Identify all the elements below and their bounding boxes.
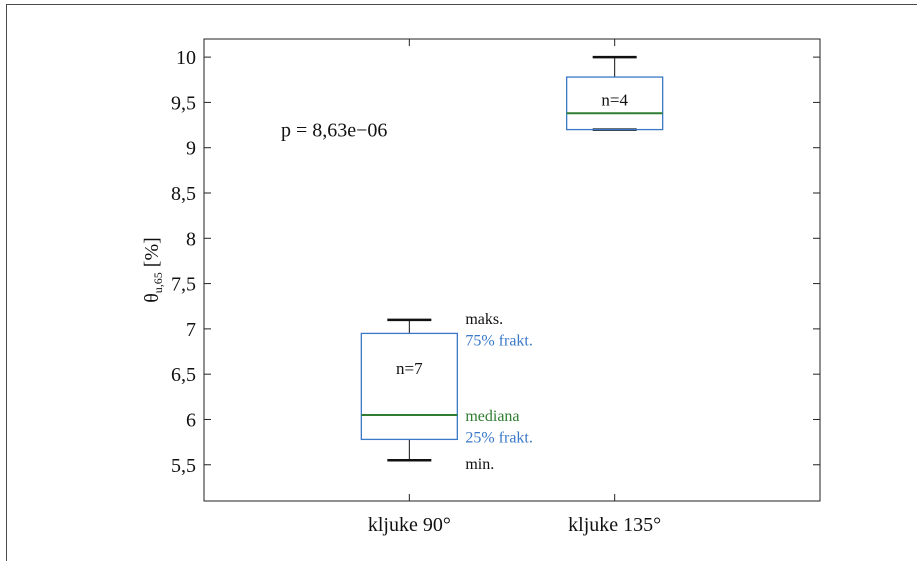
y-tick-label: 8 xyxy=(186,228,196,250)
y-tick-label: 9,5 xyxy=(171,92,196,114)
y-tick-label: 6,5 xyxy=(171,364,196,386)
y-tick-label: 10 xyxy=(176,47,196,69)
y-tick-label: 9 xyxy=(186,138,196,160)
median-annotation: mediana xyxy=(465,408,519,425)
p-value-annotation: p = 8,63e−06 xyxy=(281,120,387,142)
y-axis-label-symbol: θ xyxy=(141,293,163,303)
iqr-box xyxy=(566,76,664,131)
plot-area xyxy=(203,38,821,502)
x-tick-label: kljuke 135° xyxy=(568,514,661,536)
y-axis-label-subscript: u,65 xyxy=(151,272,165,293)
iqr-box xyxy=(360,332,458,441)
q3-annotation: 75% frakt. xyxy=(465,332,533,349)
min-annotation: min. xyxy=(465,456,494,473)
y-tick-label: 5,5 xyxy=(171,455,196,477)
n-label: n=4 xyxy=(601,90,628,109)
y-tick-label: 7,5 xyxy=(171,274,196,296)
box-2: n=4 xyxy=(566,55,664,131)
boxes: n=7 n=4 xyxy=(360,55,664,462)
y-tick-label: 7 xyxy=(186,319,196,341)
n-label: n=7 xyxy=(396,359,423,378)
y-axis-label-unit: [%] xyxy=(141,237,163,267)
q1-annotation: 25% frakt. xyxy=(465,429,533,446)
y-axis-label: θu,65 [%] xyxy=(141,237,165,303)
x-tick-label: kljuke 90° xyxy=(368,514,451,536)
x-axis-ticks: kljuke 90° kljuke 135° xyxy=(368,39,661,536)
y-tick-label: 6 xyxy=(186,409,196,431)
y-axis-ticks: 5,5 6 6,5 7 7,5 8 8,5 9 9,5 10 xyxy=(171,47,820,477)
max-annotation: maks. xyxy=(465,311,503,328)
figure-frame xyxy=(6,4,917,561)
y-tick-label: 8,5 xyxy=(171,183,196,205)
box-1: n=7 xyxy=(360,318,458,462)
